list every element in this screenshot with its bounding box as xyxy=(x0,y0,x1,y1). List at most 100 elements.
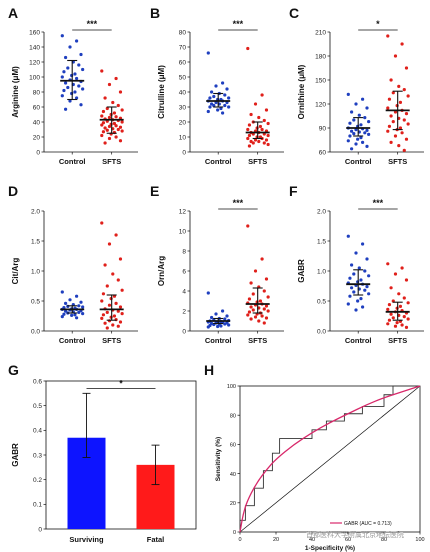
data-point xyxy=(402,315,406,319)
data-point xyxy=(120,108,124,112)
data-point xyxy=(212,103,216,108)
data-point xyxy=(354,251,358,255)
data-point xyxy=(257,139,261,144)
x-tick-label: Control xyxy=(205,336,232,345)
data-point xyxy=(100,221,104,225)
data-point xyxy=(73,72,77,76)
data-point xyxy=(103,96,107,100)
y-tick-label: 0.6 xyxy=(33,378,42,385)
data-point xyxy=(400,266,404,270)
data-point xyxy=(79,300,83,304)
data-point xyxy=(356,137,360,141)
x-tick-label: 0 xyxy=(238,537,241,543)
y-axis-label: GABR xyxy=(11,443,20,467)
data-point xyxy=(105,326,109,330)
data-point xyxy=(398,304,403,308)
data-point xyxy=(264,138,269,142)
data-point xyxy=(397,84,401,88)
data-point xyxy=(73,313,77,317)
plot-frame xyxy=(239,385,421,533)
y-tick-label: 1.5 xyxy=(31,238,40,245)
significance-label: * xyxy=(376,19,380,29)
data-point xyxy=(75,96,79,100)
data-point xyxy=(387,124,392,128)
data-point xyxy=(66,66,70,70)
data-point xyxy=(247,297,252,301)
data-point xyxy=(75,76,79,81)
data-point xyxy=(75,316,79,320)
data-point xyxy=(100,299,104,303)
data-point xyxy=(363,131,367,135)
data-point xyxy=(404,112,409,116)
data-point xyxy=(367,120,371,124)
data-point xyxy=(77,310,81,314)
data-point xyxy=(107,136,112,141)
x-tick-label: Control xyxy=(59,157,86,166)
data-point xyxy=(120,129,124,133)
data-point xyxy=(402,88,406,92)
data-point xyxy=(348,134,352,138)
x-tick-label: SFTS xyxy=(102,157,121,166)
data-point xyxy=(114,76,118,81)
y-tick-label: 2 xyxy=(182,308,186,315)
panel-letter: H xyxy=(204,362,214,378)
data-point xyxy=(118,125,123,129)
data-point xyxy=(107,303,112,307)
data-point xyxy=(260,93,264,97)
roc-fit-curve xyxy=(239,385,421,533)
data-point xyxy=(100,133,104,138)
data-point xyxy=(118,305,123,309)
data-point xyxy=(352,272,356,276)
data-point xyxy=(386,262,390,266)
data-point xyxy=(251,308,255,312)
data-point xyxy=(114,124,118,128)
data-point xyxy=(391,120,395,124)
data-point xyxy=(406,301,410,305)
data-point xyxy=(400,323,404,327)
data-point xyxy=(101,313,106,317)
data-point xyxy=(386,106,390,110)
y-tick-label: 120 xyxy=(29,59,40,66)
data-point xyxy=(206,109,210,114)
data-point xyxy=(357,266,361,270)
data-point xyxy=(400,131,404,135)
data-point xyxy=(350,110,354,114)
data-point xyxy=(253,102,258,106)
data-point xyxy=(348,121,352,125)
data-point xyxy=(247,123,252,127)
data-point xyxy=(258,124,263,129)
y-tick-label: 1.5 xyxy=(317,238,326,245)
y-axis-label: Orn/Arg xyxy=(157,256,166,286)
y-tick-label: 0.2 xyxy=(33,477,42,484)
significance-label: *** xyxy=(233,19,244,29)
data-point xyxy=(68,298,72,302)
data-point xyxy=(249,317,253,321)
data-point xyxy=(112,111,117,115)
data-point xyxy=(346,234,350,238)
x-tick-label: Control xyxy=(345,336,372,345)
data-point xyxy=(227,96,231,100)
data-point xyxy=(387,318,392,322)
data-point xyxy=(112,314,117,318)
y-tick-label: 100 xyxy=(29,74,40,81)
y-tick-label: 60 xyxy=(33,104,41,111)
data-point xyxy=(389,114,393,118)
y-tick-label: 120 xyxy=(315,101,326,108)
data-point xyxy=(227,105,231,109)
data-point xyxy=(75,294,79,298)
x-tick-label: 80 xyxy=(381,537,387,543)
data-point xyxy=(118,257,123,261)
data-point xyxy=(246,224,250,228)
data-point xyxy=(348,276,352,280)
x-tick-label: Control xyxy=(345,157,372,166)
x-tick-label: 100 xyxy=(415,537,424,543)
data-point xyxy=(116,278,120,282)
data-point xyxy=(247,310,252,314)
y-axis-label: Citrulline (μM) xyxy=(157,65,166,119)
x-tick-label: SFTS xyxy=(388,336,407,345)
data-point xyxy=(406,122,410,126)
data-point xyxy=(60,290,64,294)
data-point xyxy=(116,103,120,108)
data-point xyxy=(389,286,393,290)
